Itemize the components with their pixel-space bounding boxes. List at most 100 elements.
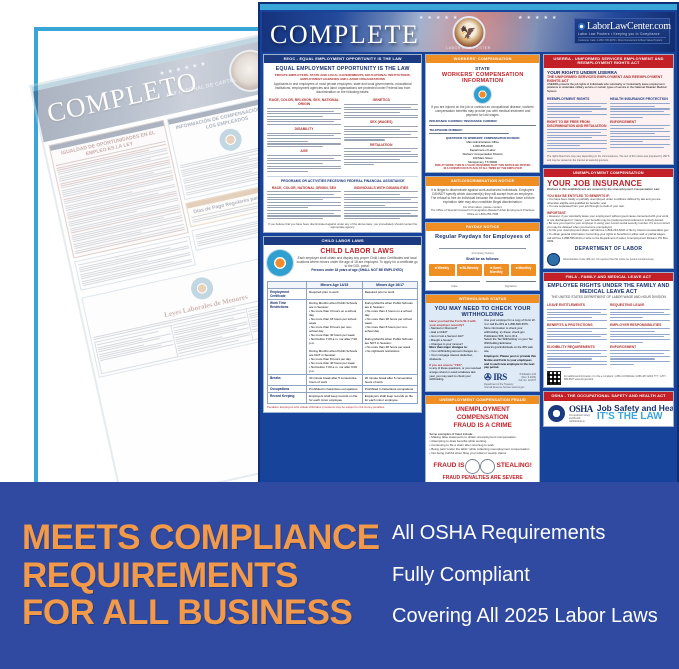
section-body: It is illegal to discriminate against wo… xyxy=(426,186,539,218)
osha-logo-subtext: Occupational Safety and Health Administr… xyxy=(569,413,591,423)
section-withholding-status: WITHHOLDING STATUS YOU MAY NEED TO CHECK… xyxy=(425,293,540,393)
withholding-col1-item: • Changes in your income? xyxy=(429,341,463,346)
irs-agency-info: Department of the Treasury Internal Reve… xyxy=(484,383,525,390)
section-body: UNEMPLOYMENT COMPENSATION FRAUD IS A CRI… xyxy=(426,404,539,483)
userra-heading: ENFORCEMENT xyxy=(610,119,637,124)
field-label-phone: TELEPHONE NUMBER: xyxy=(429,127,463,132)
unemployment-item: However, if you voluntarily leave your e… xyxy=(547,214,670,222)
fmla-heading: ENFORCEMENT xyxy=(610,344,637,349)
irs-publication-info: Publication 213 (Rev. 6-2020) Cat. No. 1… xyxy=(518,373,537,383)
row-cell: Employers shall keep records on file for… xyxy=(361,392,419,405)
poster-column-left: EEOC - EQUAL EMPLOYMENT OPPORTUNITY IS T… xyxy=(263,54,423,483)
eeoc-heading: RACE, COLOR, RELIGION, SEX, NATIONAL ORI… xyxy=(269,98,339,107)
agency-line: Montgomery, TX 00000 xyxy=(468,160,498,165)
section-bar-label: USERRA - UNIFORMED SERVICES EMPLOYMENT A… xyxy=(544,55,673,68)
section-unemployment-fraud: UNEMPLOYMENT COMPENSATION FRAUD UNEMPLOY… xyxy=(425,395,540,483)
handcuffs-icon xyxy=(465,458,496,474)
section-body: YOUR JOB INSURANCE Workers in this estab… xyxy=(544,177,673,268)
payday-option-bi-weekly[interactable]: Bi-Weekly xyxy=(456,264,482,277)
unemployment-item: To obtain general information concerning… xyxy=(547,232,670,244)
withholding-col1-item: • Your mortgage interest deduction, divi… xyxy=(429,353,473,362)
marketing-banner: MEETS COMPLIANCE REQUIREMENTS FOR ALL BU… xyxy=(0,482,679,669)
section-subtitle: THE UNITED STATES DEPARTMENT OF LABOR WA… xyxy=(551,295,666,300)
section-bar-label: FMLA - FAMILY AND MEDICAL LEAVE ACT xyxy=(544,272,673,282)
userra-heading: HEALTH INSURANCE PROTECTION xyxy=(610,97,668,102)
company-name-input[interactable] xyxy=(439,242,526,250)
section-bar-label: UNEMPLOYMENT COMPENSATION FRAUD xyxy=(426,396,539,405)
banner-headline-line-3: FOR ALL BUSINESS xyxy=(22,593,353,633)
section-body: YOUR RIGHTS UNDER USERRA THE UNIFORMED S… xyxy=(544,67,673,164)
stars-right-icon: ★★★★★ xyxy=(518,15,561,21)
section-title: WORKERS' COMPENSATION INFORMATION xyxy=(441,72,524,85)
row-cell: During Months when Public Schools are in… xyxy=(306,299,363,376)
row-label: Work Time Restrictions xyxy=(266,299,308,376)
fraud-item: Attempting to draw benefits while workin… xyxy=(429,439,536,444)
table-header-row: Minors Age 14/15 Minors Age 16/17 xyxy=(266,281,419,290)
agency-line: Department of Labor xyxy=(469,148,496,153)
fmla-heading: REQUESTING LEAVE xyxy=(610,303,645,308)
agency-line: Workers' Compensation Division xyxy=(462,152,503,157)
withholding-answer: to any of these questions, or you receiv… xyxy=(429,366,482,382)
eeoc-footer: If you believe that you have been discri… xyxy=(268,221,418,230)
withholding-col2-item: More information to check your withholdi… xyxy=(484,325,525,338)
department-of-labor-title: DEPARTMENT OF LABOR xyxy=(574,245,643,252)
table-caption: Persons under 18 years of age (SHALL NOT… xyxy=(311,268,403,273)
poster-column-right: USERRA - UNIFORMED SERVICES EMPLOYMENT A… xyxy=(543,54,674,483)
fraud-intro: Some examples of fraud include: xyxy=(429,432,474,437)
section-body-text: It is illegal to discriminate against wo… xyxy=(430,187,535,204)
fmla-heading: LEAVE ENTITLEMENTS xyxy=(547,303,585,308)
agency-line: 100 Main Street xyxy=(472,156,493,161)
table-row: Occupations Prohibited in hazardous occu… xyxy=(266,385,419,394)
brand-name: LaborLawCenter.com xyxy=(578,21,671,32)
payday-option-monthly[interactable]: Monthly xyxy=(510,264,537,277)
unemployment-item: You are separated from your job through … xyxy=(547,205,670,209)
payday-option-weekly[interactable]: Weekly xyxy=(429,264,455,277)
unemployment-item: To file your unemployment claim, call to… xyxy=(547,229,670,233)
table-row: Employment Certificate Required prior to… xyxy=(266,288,419,301)
section-title: EQUAL EMPLOYMENT OPPORTUNITY IS THE LAW xyxy=(275,66,410,73)
fraud-item: Not being truthful when filing your init… xyxy=(429,451,536,456)
section-bar-label: WITHHOLDING STATUS xyxy=(426,294,539,303)
child-labor-penalty-note: Penalties: Employers who violate child l… xyxy=(267,405,385,410)
withholding-col1-item: • Bought a house? xyxy=(429,337,453,342)
unemployment-heading-1: YOU MAY BE ENTITLED TO BENEFITS IF: xyxy=(547,194,610,199)
withholding-col1-item: • Your withholding amount changes on... xyxy=(429,349,480,354)
fmla-col-2: REQUESTING LEAVE EMPLOYER RESPONSIBILITI… xyxy=(610,301,670,369)
eeoc-heading: RETALIATION xyxy=(370,142,393,147)
banner-bullets: All OSHA Requirements Fully Compliant Co… xyxy=(392,522,679,629)
irs-logo: IRS xyxy=(484,372,507,383)
eeoc-subhead: INDIVIDUALS WITH DISABILITIES xyxy=(354,185,409,190)
eeoc-heading: DISABILITY xyxy=(294,127,314,132)
eeoc-text-col-2: GENETICS SEX (WAGES) RETALIATION xyxy=(344,96,419,173)
poster-title: COMPLETE xyxy=(270,20,420,49)
section-title: UNEMPLOYMENT COMPENSATION FRAUD IS A CRI… xyxy=(453,406,512,430)
table-row: Record Keeping Employers shall keep reco… xyxy=(266,392,419,405)
eeoc-heading: SEX (WAGES) xyxy=(369,120,393,125)
withholding-col1-heading: Have you had the Form W-4 with your empl… xyxy=(429,318,476,327)
company-name-caption: (Company Name) xyxy=(471,251,494,256)
osha-logo: OSHA Occupational Safety and Health Admi… xyxy=(569,404,593,423)
section-userra: USERRA - UNIFORMED SERVICES EMPLOYMENT A… xyxy=(543,54,674,165)
eeoc-heading: AGE xyxy=(300,149,308,154)
eeoc-subhead: PROGRAMS OR ACTIVITIES RECEIVING FEDERAL… xyxy=(267,175,419,183)
state-seal-icon xyxy=(189,275,216,302)
section-anti-discrimination: ANTI-DISCRIMINATION NOTICE It is illegal… xyxy=(425,176,540,220)
row-cell: Prohibited in hazardous occupations xyxy=(306,385,363,394)
department-of-labor-row: Administrative Code 480-4-2-.01 requires… xyxy=(547,252,670,266)
section-title: EMPLOYEE RIGHTS UNDER THE FAMILY AND MED… xyxy=(547,283,670,296)
osha-logo-text: OSHA xyxy=(569,403,593,414)
section-subtitle: Each employer shall obtain and display a… xyxy=(296,256,418,269)
qr-code-icon xyxy=(547,371,561,386)
dol-note: Administrative Code 480-4-2-.01 requires… xyxy=(563,257,655,261)
section-body-text: If you are injured on the job or contrac… xyxy=(431,105,535,118)
section-payday-notice: PAYDAY NOTICE Regular Paydays for Employ… xyxy=(425,222,540,291)
poster-columns: EEOC - EQUAL EMPLOYMENT OPPORTUNITY IS T… xyxy=(260,54,677,483)
eeoc-sub-col-2: INDIVIDUALS WITH DISABILITIES xyxy=(344,184,419,221)
section-unemployment-compensation: UNEMPLOYMENT COMPENSATION YOUR JOB INSUR… xyxy=(543,167,674,269)
row-cell: Employers shall keep records on file for… xyxy=(306,392,363,405)
row-label: Occupations xyxy=(266,385,308,394)
withholding-col2-item: www.irs.gov/individuals on the IRS web s… xyxy=(484,345,533,354)
poster-top-rule xyxy=(260,4,677,10)
payday-option-semi-monthly[interactable]: Semi-Monthly xyxy=(483,264,509,277)
